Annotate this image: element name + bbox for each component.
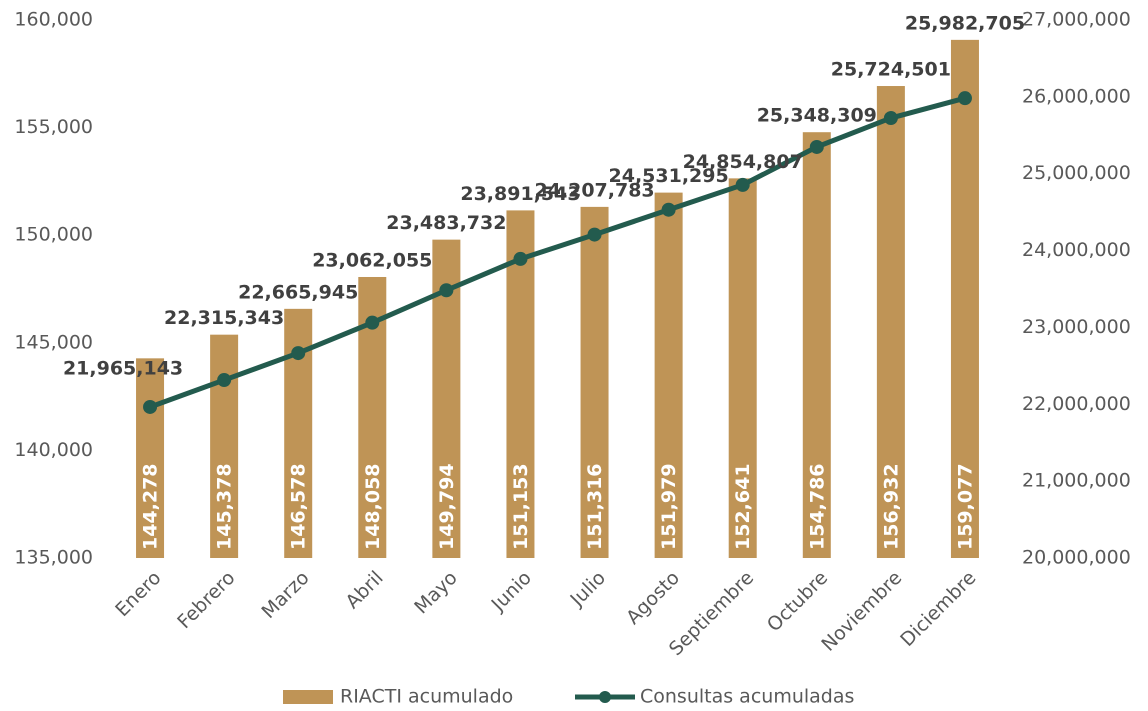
bar-label: 156,932: [880, 463, 902, 550]
y-tick-label: 150,000: [14, 224, 93, 246]
line-label: 21,965,143: [63, 357, 183, 379]
bar: [728, 178, 757, 559]
line-marker: [735, 177, 750, 192]
y-tick-label: 155,000: [14, 116, 93, 138]
bar-label: 154,786: [806, 463, 828, 550]
x-tick-label: Junio: [487, 567, 536, 616]
y2-tick-label: 23,000,000: [1022, 316, 1131, 338]
bar-label: 148,058: [362, 463, 384, 550]
y2-tick-label: 25,000,000: [1022, 162, 1131, 184]
line-marker: [587, 227, 602, 242]
y-tick-label: 135,000: [14, 547, 93, 569]
legend-swatch: [283, 690, 333, 704]
line-label: 23,891,543: [460, 183, 580, 205]
line-label: 25,348,309: [757, 105, 877, 127]
legend-label: RIACTI acumulado: [340, 686, 513, 708]
line-marker: [883, 111, 898, 126]
y-tick-label: 160,000: [14, 9, 93, 31]
line-label: 24,854,807: [683, 151, 803, 173]
line-marker: [143, 399, 158, 414]
y2-tick-label: 27,000,000: [1022, 9, 1131, 31]
bar: [802, 132, 831, 559]
line-label: 22,315,343: [164, 307, 284, 329]
y-tick-label: 140,000: [14, 439, 93, 461]
x-tick-label: Julio: [566, 567, 610, 611]
line-marker: [513, 251, 528, 266]
x-tick-label: Diciembre: [896, 567, 980, 651]
bar: [506, 210, 535, 558]
y2-tick-label: 26,000,000: [1022, 85, 1131, 107]
legend-label: Consultas acumuladas: [640, 686, 854, 708]
legend-swatch: [599, 691, 611, 703]
bar-label: 151,316: [584, 463, 606, 550]
bar: [136, 358, 165, 558]
line-marker: [439, 283, 454, 298]
line-label: 24,531,295: [609, 165, 729, 187]
y2-tick-label: 21,000,000: [1022, 470, 1131, 492]
x-tick-label: Febrero: [173, 567, 239, 633]
bar: [580, 206, 609, 558]
bar-label: 152,641: [732, 463, 754, 550]
line-marker: [957, 91, 972, 106]
bar-label: 151,153: [510, 463, 532, 550]
line-marker: [217, 373, 232, 388]
bar-label: 149,794: [436, 463, 458, 550]
bar-label: 144,278: [140, 463, 162, 550]
bar: [876, 86, 905, 558]
x-tick-label: Marzo: [257, 567, 313, 623]
line-label: 23,483,732: [386, 212, 506, 234]
line-marker: [661, 202, 676, 217]
x-tick-label: Enero: [111, 567, 165, 621]
bar-label: 146,578: [288, 463, 310, 550]
line-marker: [365, 315, 380, 330]
bar: [210, 334, 239, 558]
line-label: 25,982,705: [905, 12, 1025, 34]
line-label: 23,062,055: [312, 249, 432, 271]
x-tick-label: Noviembre: [817, 567, 906, 656]
y2-tick-label: 22,000,000: [1022, 393, 1131, 415]
x-tick-label: Agosto: [622, 567, 684, 629]
x-tick-label: Octubre: [763, 567, 832, 636]
y-tick-label: 145,000: [14, 331, 93, 353]
bar-label: 151,979: [658, 463, 680, 550]
line-marker: [809, 139, 824, 154]
line-label: 25,724,501: [831, 59, 951, 81]
bar-label: 159,077: [954, 463, 976, 550]
line-marker: [291, 346, 306, 361]
line: [149, 95, 966, 410]
bar-label: 145,378: [214, 463, 236, 550]
x-tick-label: Mayo: [410, 567, 462, 619]
x-tick-label: Abril: [341, 567, 387, 613]
bar: [654, 192, 683, 558]
bar: [950, 39, 979, 558]
y2-tick-label: 20,000,000: [1022, 547, 1131, 569]
y2-tick-label: 24,000,000: [1022, 239, 1131, 261]
line-label: 24,207,783: [534, 179, 654, 201]
line-label: 22,665,945: [238, 281, 358, 303]
